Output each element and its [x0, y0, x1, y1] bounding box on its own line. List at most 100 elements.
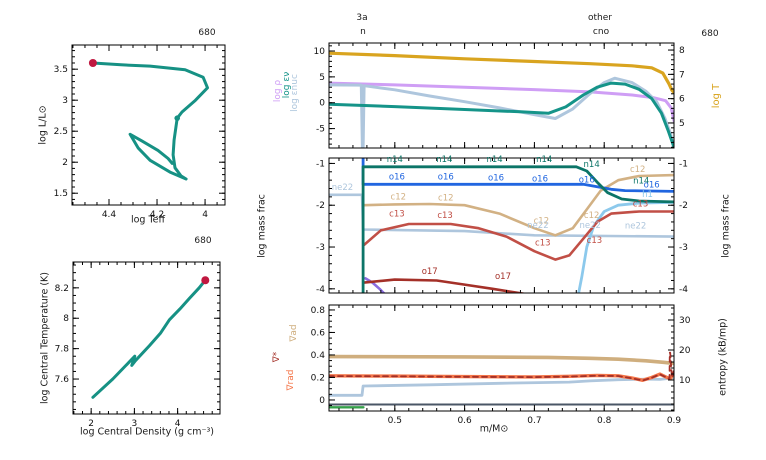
svg-text:c13: c13: [389, 210, 405, 220]
svg-text:∇ad: ∇ad: [289, 324, 299, 342]
svg-text:c12: c12: [630, 165, 646, 175]
series-h1: [577, 200, 674, 293]
entropy-y-axis-title: entropy (kB/mp): [717, 318, 729, 396]
svg-text:c13: c13: [587, 236, 603, 246]
track-node-dot: [174, 115, 181, 121]
svg-text:3: 3: [132, 419, 138, 429]
svg-text:0.2: 0.2: [311, 373, 325, 383]
svg-text:n14: n14: [633, 176, 649, 186]
svg-text:0.9: 0.9: [667, 416, 682, 426]
svg-text:8.2: 8.2: [55, 284, 69, 294]
svg-text:log εnuc: log εnuc: [290, 74, 300, 112]
svg-text:n14: n14: [387, 155, 403, 165]
trho-frame: [72, 261, 221, 415]
svg-text:h1: h1: [642, 190, 653, 200]
svg-text:-1: -1: [679, 159, 688, 169]
svg-text:3.5: 3.5: [54, 65, 68, 75]
svg-text:c13: c13: [437, 211, 453, 221]
profile_bottom-frame: [328, 304, 675, 412]
svg-text:10: 10: [679, 376, 691, 386]
svg-text:o16: o16: [438, 172, 454, 182]
svg-text:7.8: 7.8: [55, 345, 70, 355]
svg-text:20: 20: [679, 346, 691, 356]
svg-text:-3: -3: [679, 243, 688, 253]
svg-text:c13: c13: [633, 199, 649, 209]
model-number-profiles: 680: [701, 29, 719, 39]
svg-text:∇*: ∇*: [272, 351, 282, 363]
model-number-trho: 680: [194, 236, 212, 246]
profile_bottom-series-group: [329, 351, 674, 409]
svg-text:-5: -5: [316, 125, 325, 135]
svg-text:2: 2: [88, 419, 94, 429]
svg-text:o16: o16: [532, 174, 548, 184]
svg-text:2.5: 2.5: [54, 127, 68, 137]
series-c13: [362, 210, 674, 261]
svg-text:30: 30: [679, 316, 691, 326]
profile_mid-frame: [328, 157, 675, 294]
svg-text:o16: o16: [488, 174, 504, 184]
hr-series-group: [88, 58, 209, 181]
svg-text:n14: n14: [487, 155, 503, 165]
series-n13-arc: [364, 277, 386, 293]
series-log-T: [329, 51, 674, 95]
svg-text:2: 2: [62, 158, 68, 168]
svg-text:-2: -2: [316, 201, 325, 211]
svg-text:o17: o17: [422, 267, 438, 277]
svg-text:c13: c13: [535, 238, 551, 248]
svg-text:-3: -3: [316, 243, 325, 253]
svg-text:0.7: 0.7: [527, 416, 541, 426]
svg-text:c12: c12: [438, 194, 454, 204]
series-log-rho: [329, 81, 674, 123]
svg-text:0: 0: [319, 99, 325, 109]
svg-text:log εν: log εν: [282, 72, 292, 98]
svg-text:1.5: 1.5: [54, 189, 68, 199]
series-evolution-track: [91, 61, 209, 181]
series-grad-ad: [329, 354, 674, 366]
svg-text:8: 8: [679, 46, 685, 56]
svg-text:ne22: ne22: [332, 183, 353, 193]
svg-text:5: 5: [679, 119, 685, 129]
svg-text:4.4: 4.4: [102, 210, 117, 220]
svg-text:c12: c12: [534, 217, 550, 227]
svg-text:4: 4: [202, 210, 208, 220]
svg-text:-4: -4: [316, 285, 325, 295]
svg-text:0.8: 0.8: [597, 416, 612, 426]
trho-x-axis-title: log Central Density (g cm⁻³): [79, 426, 215, 438]
svg-text:8: 8: [63, 314, 69, 324]
svg-text:0.8: 0.8: [311, 306, 326, 316]
burn-label-n: n: [360, 27, 366, 37]
svg-text:0.5: 0.5: [388, 416, 402, 426]
trho-y-axis-title: log Central Temperature (K): [39, 272, 51, 404]
hr-x-axis-title: log Teff: [130, 214, 166, 226]
svg-text:ne22: ne22: [527, 221, 548, 231]
svg-text:4: 4: [175, 419, 181, 429]
series-o16: [361, 158, 674, 193]
svg-text:n14: n14: [536, 155, 552, 165]
svg-text:3: 3: [62, 96, 68, 106]
svg-text:o16: o16: [644, 181, 660, 191]
series-o17: [362, 278, 528, 293]
hr-y-axis-title: log L/L⊙: [37, 105, 49, 145]
svg-text:4.2: 4.2: [150, 210, 164, 220]
series-log-eps-nu: [329, 81, 674, 148]
series-grad-star: [329, 351, 674, 382]
svg-text:5: 5: [319, 73, 325, 83]
series-c12: [362, 173, 674, 237]
trho-series-group: [91, 276, 210, 399]
svg-text:-4: -4: [679, 285, 688, 295]
svg-text:log ρ: log ρ: [273, 80, 283, 103]
burn-label-cno: cno: [592, 27, 610, 37]
model-number-hr: 680: [198, 28, 216, 38]
svg-text:ne22: ne22: [580, 221, 601, 231]
svg-text:0.6: 0.6: [457, 416, 472, 426]
svg-text:0.6: 0.6: [311, 328, 326, 338]
abundance-y-axis-title-left: log mass frac: [256, 194, 268, 258]
abundance-y-axis-title-right: log mass frac: [720, 194, 732, 258]
mass-x-axis-title: m/M⊙: [479, 423, 509, 435]
current-model-dot: [201, 276, 210, 285]
profile_top-frame: [328, 42, 675, 149]
svg-text:7: 7: [679, 70, 685, 80]
series-entropy: [329, 376, 674, 397]
